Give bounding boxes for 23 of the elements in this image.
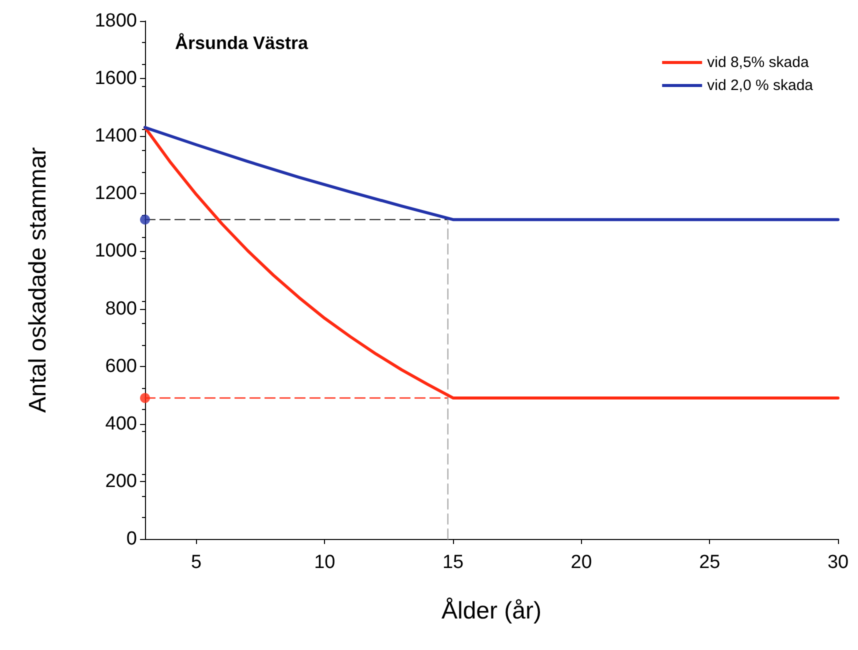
y-tick-label: 200	[105, 470, 137, 492]
legend-label: vid 2,0 % skada	[707, 77, 814, 94]
y-tick-label: 0	[126, 528, 137, 550]
y-tick-label: 400	[105, 413, 137, 434]
y-tick-label: 1800	[94, 10, 137, 32]
x-tick-label: 25	[699, 552, 720, 573]
y-tick-label: 1400	[94, 126, 137, 147]
y-tick-label: 1200	[94, 183, 137, 204]
legend-label: vid 8,5% skada	[707, 54, 810, 71]
y-tick-label: 1000	[94, 240, 137, 262]
x-tick-label: 30	[827, 552, 849, 573]
text: Årsunda Västra	[175, 33, 310, 53]
x-tick-label: 15	[442, 552, 464, 573]
x-tick-label: 10	[314, 552, 336, 573]
x-tick-label: 20	[570, 552, 592, 573]
x-tick-label: 5	[191, 552, 202, 573]
y-axis-title: Antal oskadade stammar	[24, 147, 52, 413]
line-series	[144, 126, 840, 400]
y-tick-label: 1600	[94, 68, 137, 90]
x-axis-title: Ålder (år)	[441, 598, 542, 624]
line-series	[144, 126, 840, 222]
y-tick-label: 800	[105, 298, 137, 320]
y-tick-label: 600	[105, 356, 137, 377]
